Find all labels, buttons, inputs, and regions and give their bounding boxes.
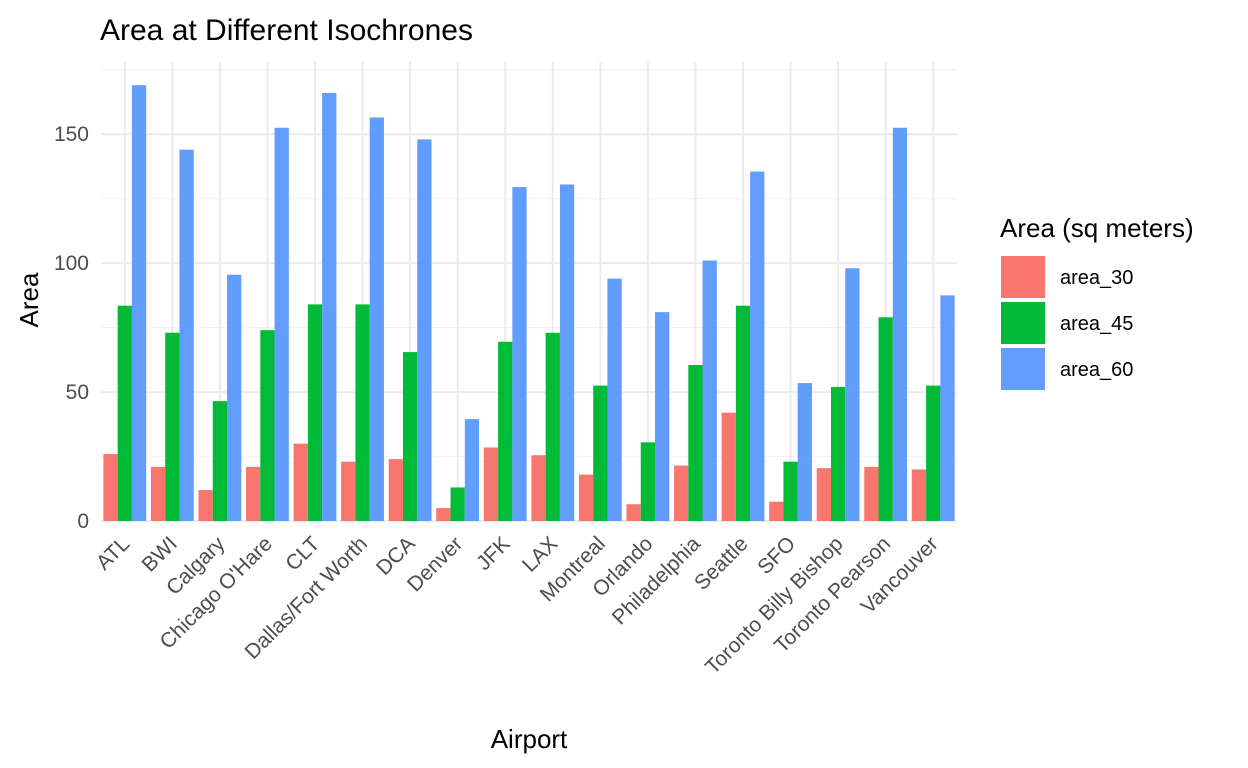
bar-area_30: [436, 508, 451, 521]
legend-key-area_30: [1001, 256, 1045, 298]
bar-area_60: [655, 312, 670, 521]
legend-title: Area (sq meters): [1000, 213, 1194, 243]
bar-area_30: [483, 447, 499, 521]
bar-area_60: [797, 383, 812, 521]
bar-area_30: [721, 412, 736, 521]
bar-area_30: [864, 466, 879, 521]
bar-area_30: [911, 469, 927, 521]
bars: [103, 85, 955, 522]
bar-area_45: [355, 304, 370, 521]
x-tick-label: Seattle: [690, 532, 753, 595]
bar-area_30: [674, 465, 689, 521]
legend-key-area_45: [1001, 302, 1045, 344]
bar-area_30: [816, 468, 831, 521]
bar-area_60: [559, 184, 575, 521]
bar-area_60: [322, 92, 337, 521]
bar-area_60: [417, 139, 432, 521]
bar-area_60: [369, 117, 384, 521]
y-tick-label: 0: [77, 510, 89, 533]
bar-area_45: [402, 352, 418, 521]
bar-area_60: [750, 171, 765, 521]
y-tick-label: 50: [66, 381, 89, 404]
bar-area_45: [640, 442, 656, 521]
bar-area_60: [179, 149, 194, 521]
legend-key-area_60: [1001, 348, 1045, 390]
bar-area_30: [103, 453, 118, 521]
bar-area_60: [702, 260, 717, 521]
bar-area_30: [341, 461, 356, 521]
x-tick-label: JFK: [472, 532, 515, 575]
legend-label: area_60: [1060, 359, 1133, 381]
bar-area_30: [293, 443, 308, 521]
bar-area_60: [607, 278, 622, 521]
bar-area_45: [117, 305, 132, 521]
bar-area_30: [198, 490, 213, 521]
bar-area_45: [735, 305, 751, 521]
bar-area_45: [165, 332, 180, 521]
bar-area_60: [892, 127, 908, 521]
legend-label: area_30: [1060, 267, 1133, 289]
bar-area_45: [878, 317, 893, 521]
bar-area_60: [131, 85, 147, 522]
bar-area_45: [450, 487, 465, 521]
bar-area_60: [274, 127, 289, 521]
bar-area_60: [845, 268, 860, 521]
bar-area_45: [260, 330, 275, 521]
bar-area_30: [246, 466, 261, 521]
chart-title: Area at Different Isochrones: [100, 14, 473, 47]
legend: Area (sq meters) area_30 area_45 area_60: [1000, 213, 1194, 390]
bar-area_30: [769, 501, 784, 521]
bar-area_60: [464, 419, 480, 521]
y-axis-title: Area: [14, 272, 44, 327]
bar-area_45: [593, 385, 608, 521]
bar-area_45: [212, 401, 228, 521]
bar-area_60: [512, 187, 527, 521]
bar-area_30: [578, 474, 594, 521]
bar-area_60: [227, 274, 242, 521]
bar-area_45: [498, 341, 513, 521]
bar-area_60: [940, 295, 955, 521]
x-tick-label: ATL: [92, 532, 134, 574]
y-axis-ticks: 0 50 100 150: [54, 123, 89, 533]
bar-area_45: [830, 386, 846, 521]
bar-area_45: [783, 461, 798, 521]
bar-area_30: [531, 455, 546, 521]
bar-area_45: [688, 364, 703, 521]
bar-area_30: [150, 466, 166, 521]
x-axis-title: Airport: [491, 724, 568, 754]
bar-area_30: [388, 459, 403, 521]
bar-area_30: [626, 504, 641, 521]
bar-area_45: [926, 385, 941, 521]
y-tick-label: 150: [54, 123, 89, 146]
bar-area_45: [307, 304, 323, 521]
y-tick-label: 100: [54, 252, 89, 275]
legend-label: area_45: [1060, 313, 1133, 335]
bar-area_45: [545, 332, 560, 521]
